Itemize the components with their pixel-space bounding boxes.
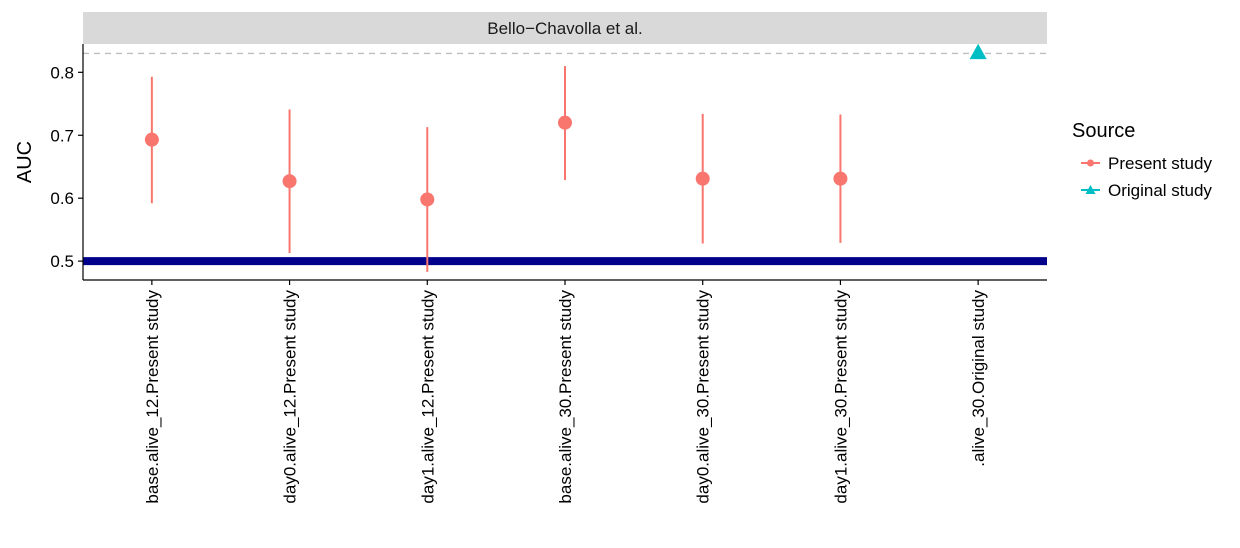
y-tick-label: 0.6 xyxy=(50,189,74,208)
x-tick-label: day0.alive_12.Present study xyxy=(281,290,300,504)
x-tick-label: day1.alive_30.Present study xyxy=(831,290,850,504)
data-point xyxy=(420,192,435,207)
legend-key-circle xyxy=(1087,159,1094,167)
y-tick-label: 0.7 xyxy=(50,126,74,145)
x-axis-ticks: base.alive_12.Present study day0.alive_12… xyxy=(143,280,988,504)
data-point-triangle xyxy=(969,43,987,60)
x-tick-label: day0.alive_30.Present study xyxy=(694,290,713,504)
data-points xyxy=(144,43,987,207)
x-tick-label: .alive_30.Original study xyxy=(969,290,988,467)
legend-entry: Original study xyxy=(1081,181,1212,200)
data-point xyxy=(695,171,710,186)
legend-entry: Present study xyxy=(1081,154,1212,173)
y-tick-label: 0.8 xyxy=(50,63,74,82)
x-tick-label: base.alive_12.Present study xyxy=(143,290,162,504)
legend: Source Present study Original study xyxy=(1072,120,1212,200)
facet-label: Bello−Chavolla et al. xyxy=(487,19,642,38)
x-tick-label: day1.alive_12.Present study xyxy=(418,290,437,504)
facet-strip xyxy=(83,12,1047,44)
reference-lines xyxy=(83,52,1047,266)
data-point xyxy=(558,115,572,130)
y-axis-title: AUC xyxy=(14,141,36,183)
y-axis-ticks: 0.5 0.6 0.7 0.8 xyxy=(50,63,83,271)
legend-label: Original study xyxy=(1108,181,1212,200)
data-point xyxy=(282,174,297,189)
data-point xyxy=(833,171,848,186)
legend-title: Source xyxy=(1072,120,1135,142)
legend-label: Present study xyxy=(1108,154,1212,173)
error-bars xyxy=(150,66,842,272)
data-point xyxy=(144,132,159,147)
legend-key-triangle xyxy=(1085,185,1096,194)
y-tick-label: 0.5 xyxy=(50,252,74,271)
x-tick-label: base.alive_30.Present study xyxy=(556,290,575,504)
